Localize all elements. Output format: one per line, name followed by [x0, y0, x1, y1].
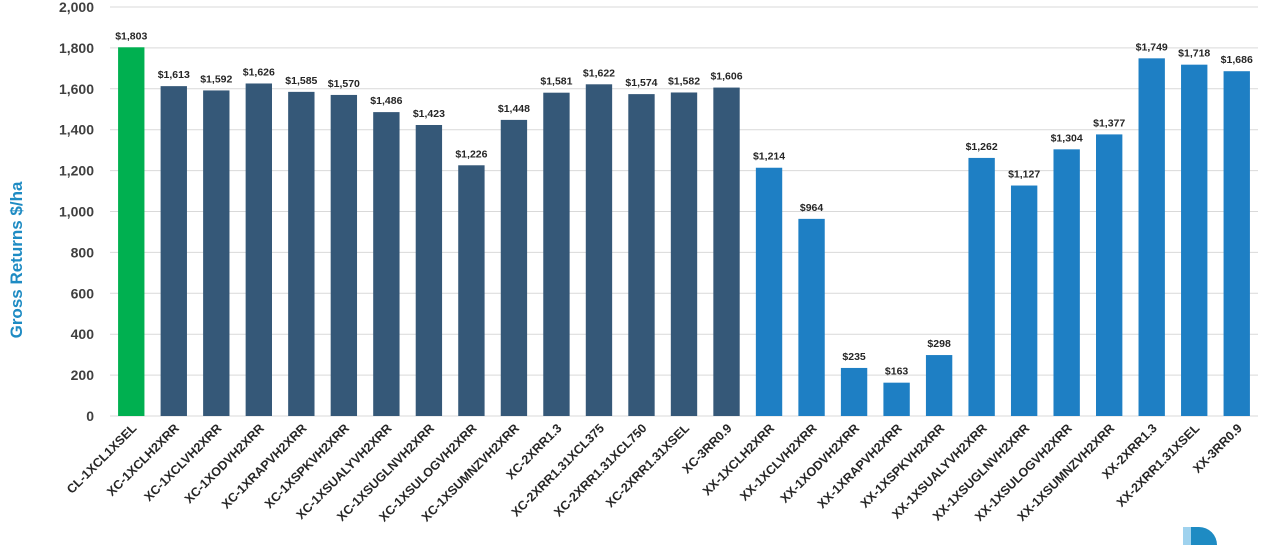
- bar: [415, 124, 443, 417]
- data-label: $1,749: [1136, 41, 1168, 53]
- data-label: $1,581: [540, 76, 572, 88]
- data-label: $298: [927, 338, 951, 350]
- bar: [543, 92, 570, 417]
- x-tick-label: XC-1XCLVH2XRR: [141, 421, 224, 504]
- bar: [160, 86, 187, 416]
- data-label: $1,585: [285, 75, 317, 87]
- data-label: $1,377: [1093, 117, 1125, 129]
- data-label: $1,423: [413, 108, 445, 120]
- y-tick-label: 1,400: [59, 122, 94, 138]
- bar: [968, 157, 995, 416]
- data-label: $1,127: [1008, 169, 1040, 181]
- y-axis-ticks: 0 200 400 600 800 1,000 1,200 1,400 1,600 1,800 2,…: [59, 0, 94, 424]
- x-tick-label: XC-1XODVH2XRR: [182, 421, 267, 506]
- data-label: $1,486: [370, 95, 402, 107]
- bar: [628, 94, 655, 416]
- logo-icon: [1183, 527, 1217, 545]
- data-label: $235: [842, 351, 866, 363]
- data-label: $1,686: [1221, 54, 1253, 66]
- x-tick-label: XX-1XCLH2XRR: [700, 421, 777, 498]
- x-tick-label: XX-2XRR1.31XSEL: [1114, 421, 1203, 510]
- data-label: $1,622: [583, 67, 615, 79]
- data-label: $163: [885, 366, 909, 378]
- data-label: $1,606: [710, 71, 742, 83]
- data-label: $1,582: [668, 75, 700, 87]
- data-label: $1,718: [1178, 48, 1210, 60]
- y-axis-title: Gross Returns $/ha: [7, 181, 26, 338]
- data-label: $1,592: [200, 73, 232, 85]
- bar: [288, 91, 315, 417]
- x-tick-label: XX-1XODVH2XRR: [778, 421, 863, 506]
- y-tick-label: 400: [71, 326, 95, 342]
- bar: [1010, 185, 1038, 416]
- bar: [118, 47, 145, 416]
- bar: [330, 94, 358, 416]
- y-tick-label: 2,000: [59, 0, 94, 15]
- data-label: $1,570: [328, 78, 360, 90]
- bar: [1223, 71, 1250, 416]
- bar: [585, 84, 613, 417]
- x-tick-label: CL-1XCL1XSEL: [64, 421, 139, 496]
- data-labels: $1,803 $1,613 $1,592 $1,626 $1,585 $1,570 $1,4…: [115, 30, 1253, 377]
- data-label: $1,613: [158, 69, 190, 81]
- y-tick-label: 200: [71, 367, 95, 383]
- bar: [245, 83, 272, 416]
- x-tick-label: XC-1XCLH2XRR: [104, 421, 182, 499]
- bar: [500, 119, 528, 416]
- y-tick-label: 0: [86, 408, 94, 424]
- data-label: $1,626: [243, 66, 275, 78]
- bar: [883, 382, 910, 416]
- bar: [713, 87, 740, 416]
- bar: [373, 112, 400, 416]
- y-tick-label: 600: [71, 285, 95, 301]
- y-tick-label: 1,000: [59, 204, 94, 220]
- bar: [925, 355, 953, 416]
- bar: [670, 92, 698, 416]
- bar: [203, 90, 230, 416]
- bar: [458, 165, 485, 416]
- bar: [840, 367, 868, 416]
- bar: [755, 167, 783, 416]
- y-tick-label: 1,600: [59, 81, 94, 97]
- y-tick-label: 1,200: [59, 163, 94, 179]
- data-label: $1,214: [753, 151, 785, 163]
- bar: [1096, 134, 1123, 416]
- bar: [798, 218, 825, 416]
- bars: [118, 47, 1250, 417]
- data-label: $1,803: [115, 30, 147, 42]
- data-label: $1,448: [498, 103, 530, 115]
- data-label: $1,304: [1051, 132, 1083, 144]
- bar: [1138, 58, 1165, 416]
- y-tick-label: 1,800: [59, 40, 94, 56]
- data-label: $1,226: [455, 148, 487, 160]
- data-label: $1,262: [966, 141, 998, 153]
- y-tick-label: 800: [71, 244, 95, 260]
- bar: [1053, 149, 1080, 416]
- x-tick-label: XX-1XCLVH2XRR: [737, 421, 819, 503]
- bar: [1181, 64, 1208, 416]
- data-label: $964: [800, 202, 824, 214]
- data-label: $1,574: [625, 77, 657, 89]
- x-axis-labels: CL-1XCL1XSELXC-1XCLH2XRRXC-1XCLVH2XRRXC-…: [64, 421, 1245, 524]
